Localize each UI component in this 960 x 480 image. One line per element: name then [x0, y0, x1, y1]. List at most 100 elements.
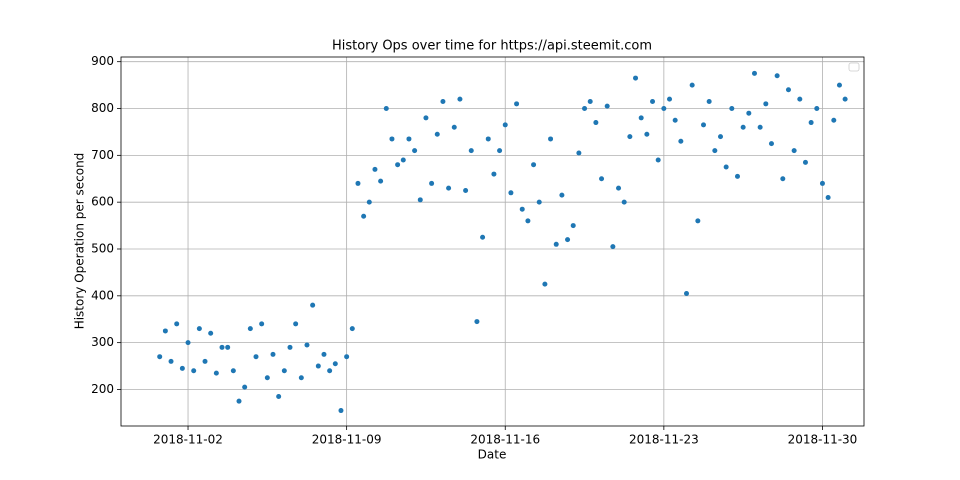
- point: [576, 150, 582, 156]
- point: [644, 131, 650, 137]
- point: [225, 344, 231, 350]
- point: [610, 244, 616, 250]
- point: [548, 136, 554, 142]
- point: [451, 124, 457, 130]
- point: [712, 148, 718, 154]
- point: [491, 171, 497, 177]
- point: [264, 375, 270, 381]
- point: [621, 199, 627, 205]
- point: [259, 321, 265, 327]
- point: [168, 358, 174, 364]
- point: [383, 106, 389, 112]
- point: [242, 384, 248, 390]
- point: [293, 321, 299, 327]
- point: [695, 218, 701, 224]
- point: [276, 393, 282, 399]
- point: [519, 206, 525, 212]
- chart-title: History Ops over time for https://api.st…: [332, 39, 652, 54]
- point: [678, 138, 684, 144]
- point: [389, 136, 395, 142]
- point: [213, 370, 219, 376]
- point: [349, 326, 355, 332]
- point: [587, 98, 593, 104]
- point: [531, 162, 537, 168]
- point: [599, 176, 605, 182]
- point: [270, 351, 276, 357]
- legend-box: [848, 62, 860, 72]
- point: [429, 180, 435, 186]
- point: [565, 237, 571, 243]
- point: [446, 185, 452, 191]
- point: [440, 98, 446, 104]
- point: [485, 136, 491, 142]
- point: [525, 218, 531, 224]
- point: [423, 115, 429, 121]
- point: [831, 117, 837, 123]
- point: [400, 157, 406, 163]
- point: [372, 166, 378, 172]
- point: [559, 192, 565, 198]
- point: [315, 363, 321, 369]
- point: [344, 354, 350, 360]
- point: [780, 176, 786, 182]
- point: [202, 358, 208, 364]
- point: [536, 199, 542, 205]
- x-tick-label: 2018-11-02: [153, 433, 223, 447]
- point: [825, 194, 831, 200]
- marks: [157, 70, 848, 414]
- point: [791, 148, 797, 154]
- point: [542, 281, 548, 287]
- point: [157, 354, 163, 360]
- plot-frame: [120, 56, 865, 427]
- point: [593, 120, 599, 126]
- point: [174, 321, 180, 327]
- y-tick-label: 200: [91, 382, 114, 396]
- point: [684, 290, 690, 296]
- point: [338, 408, 344, 414]
- point: [717, 134, 723, 140]
- y-tick-label: 400: [91, 288, 114, 302]
- x-tick-label: 2018-11-09: [312, 433, 382, 447]
- point: [661, 106, 667, 112]
- point: [474, 319, 480, 325]
- point: [814, 106, 820, 112]
- point: [287, 344, 293, 350]
- y-tick-label: 300: [91, 335, 114, 349]
- point: [412, 148, 418, 154]
- point: [655, 157, 661, 163]
- point: [808, 120, 814, 126]
- point: [763, 101, 769, 107]
- point: [502, 122, 508, 128]
- point: [366, 199, 372, 205]
- point: [553, 241, 559, 247]
- point: [797, 96, 803, 102]
- point: [480, 234, 486, 240]
- point: [191, 368, 197, 374]
- y-axis-label: History Operation per second: [73, 153, 87, 330]
- point: [734, 173, 740, 179]
- x-tick-label: 2018-11-23: [629, 433, 699, 447]
- point: [208, 330, 214, 336]
- y-tick-label: 600: [91, 195, 114, 209]
- point: [672, 117, 678, 123]
- point: [497, 148, 503, 154]
- point: [185, 340, 191, 346]
- point: [836, 82, 842, 88]
- point: [179, 365, 185, 371]
- x-tick-label: 2018-11-16: [470, 433, 540, 447]
- point: [417, 197, 423, 203]
- point: [281, 368, 287, 374]
- point: [310, 302, 316, 308]
- y-tick-label: 500: [91, 241, 114, 255]
- point: [842, 96, 848, 102]
- x-tick-label: 2018-11-30: [788, 433, 858, 447]
- point: [355, 180, 361, 186]
- point: [627, 134, 633, 140]
- point: [434, 131, 440, 137]
- point: [327, 368, 333, 374]
- point: [582, 106, 588, 112]
- point: [406, 136, 412, 142]
- point: [570, 223, 576, 229]
